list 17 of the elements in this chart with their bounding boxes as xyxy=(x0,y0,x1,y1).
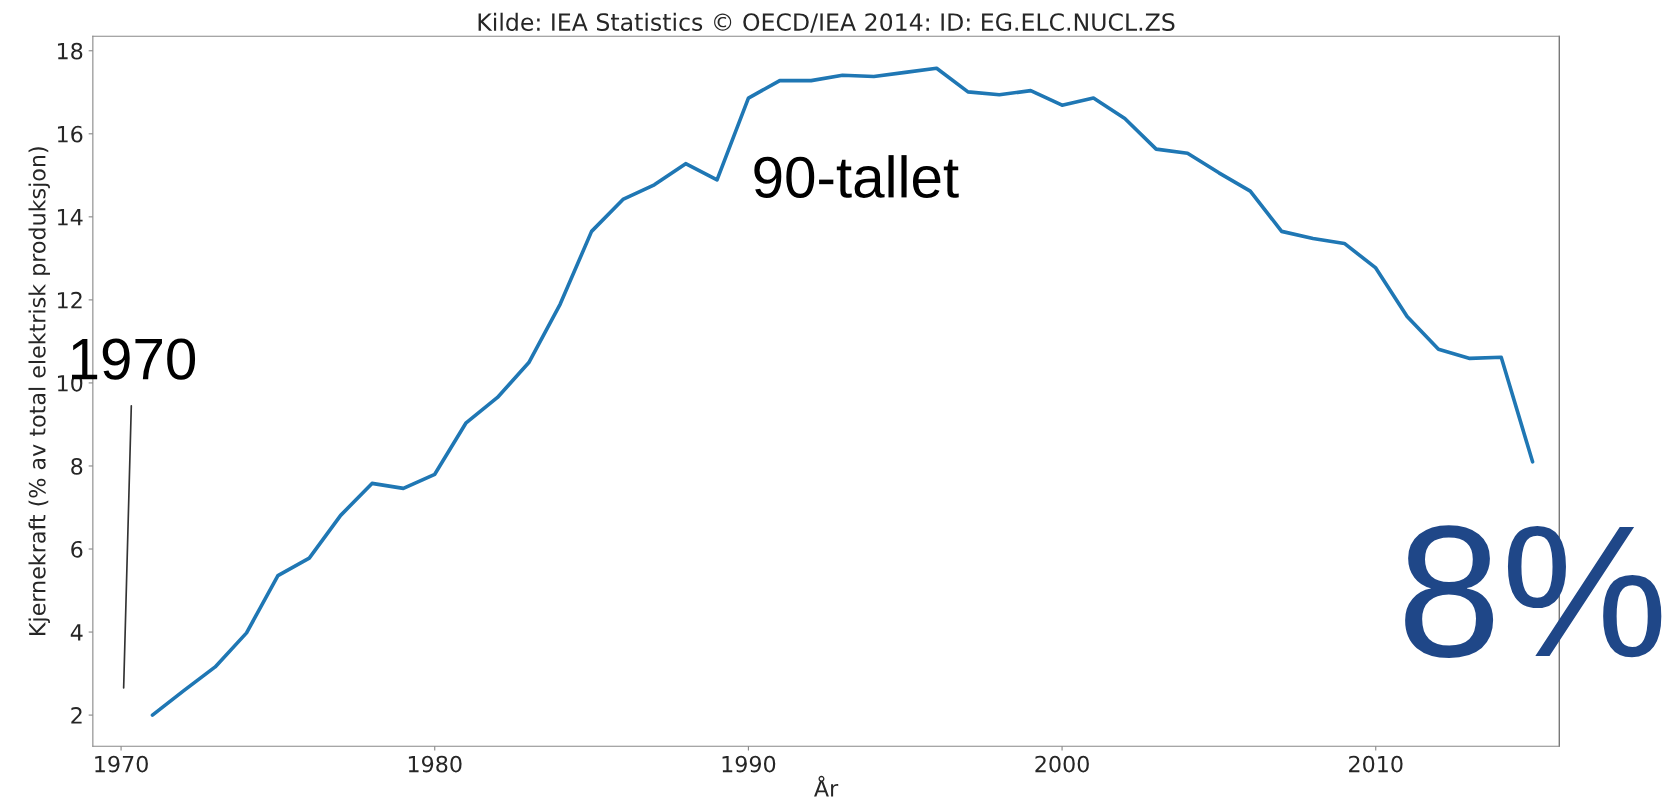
y-tick-label: 12 xyxy=(57,291,82,309)
x-tick-label: 1970 xyxy=(95,755,148,773)
y-tick-label: 14 xyxy=(57,209,83,226)
x-tick-label: 2010 xyxy=(1349,755,1403,773)
y-tick-label: 2 xyxy=(71,707,82,724)
y-tick-label: 4 xyxy=(70,624,83,641)
y-tick-label: 6 xyxy=(71,540,83,558)
x-tick-label: 1990 xyxy=(722,755,776,773)
y-axis-title: Kjernekraft (% av total elektrisk produksjon) xyxy=(28,147,50,635)
x-axis-title: År xyxy=(814,775,839,797)
y-tick-label: 8 xyxy=(71,457,83,475)
annotation: 90-tallet xyxy=(754,155,959,198)
y-tick-label: 18 xyxy=(57,42,83,60)
x-tick-label: 1980 xyxy=(408,755,462,773)
chart-title: Kilde: IEA Statistics © OECD/IEA 2014: ID: EG.ELC.NUCL.ZS xyxy=(478,12,1175,33)
x-tick-label: 2000 xyxy=(1035,755,1089,773)
y-tick-label: 16 xyxy=(57,125,83,143)
